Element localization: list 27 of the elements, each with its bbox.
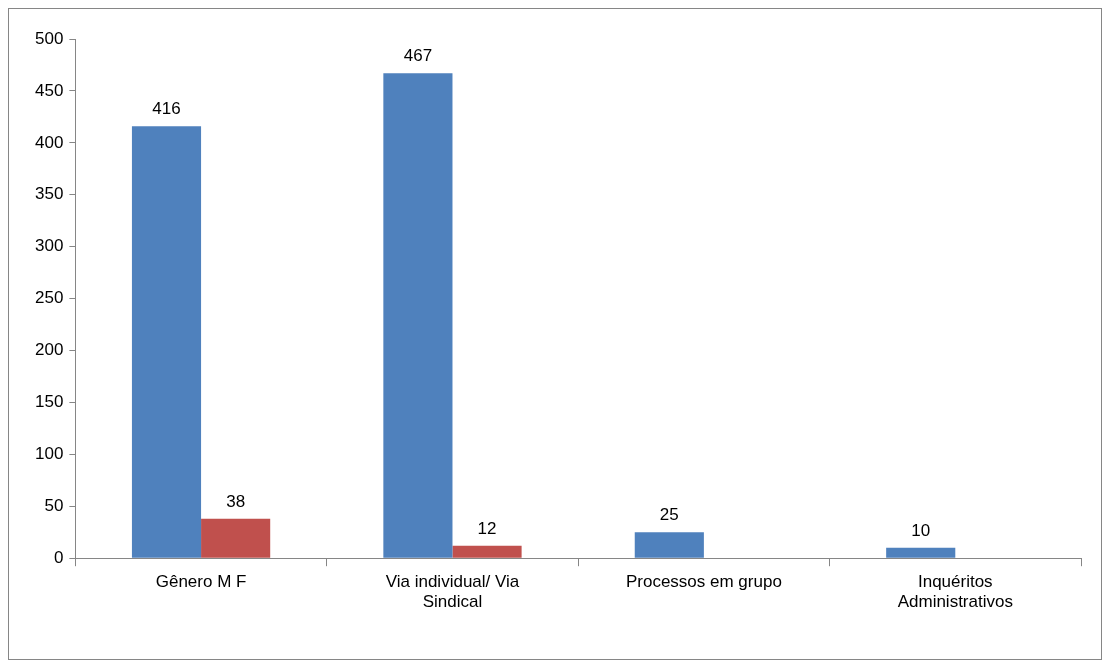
y-tick-label: 200: [34, 340, 64, 360]
y-tick-label: 0: [53, 547, 64, 567]
y-tick-label: 300: [34, 236, 64, 256]
bar: [131, 126, 202, 558]
x-tick-label: Inquéritos Administrativos: [897, 572, 1013, 612]
data-label: 38: [226, 491, 246, 511]
y-tick-label: 50: [44, 495, 64, 515]
data-label: 25: [659, 505, 679, 525]
x-tick-label: Processos em grupo: [625, 572, 782, 592]
bar: [886, 547, 956, 558]
y-tick-label: 150: [34, 392, 64, 412]
x-tick-label: Via individual/ Via Sindical: [385, 572, 520, 612]
data-label: 12: [477, 518, 497, 538]
x-tick-label: Gênero M F: [155, 572, 247, 592]
bar: [383, 73, 453, 558]
data-label: 467: [403, 46, 433, 66]
bar: [201, 518, 271, 558]
bar: [452, 545, 522, 558]
bar: [634, 532, 704, 558]
y-tick-label: 350: [34, 184, 64, 204]
y-tick-label: 500: [34, 28, 64, 48]
y-tick-label: 250: [34, 288, 64, 308]
y-tick-label: 100: [34, 444, 64, 464]
y-tick-label: 400: [34, 132, 64, 152]
data-label: 10: [911, 521, 931, 540]
y-tick-label: 450: [34, 80, 64, 100]
data-label: 416: [152, 99, 181, 119]
